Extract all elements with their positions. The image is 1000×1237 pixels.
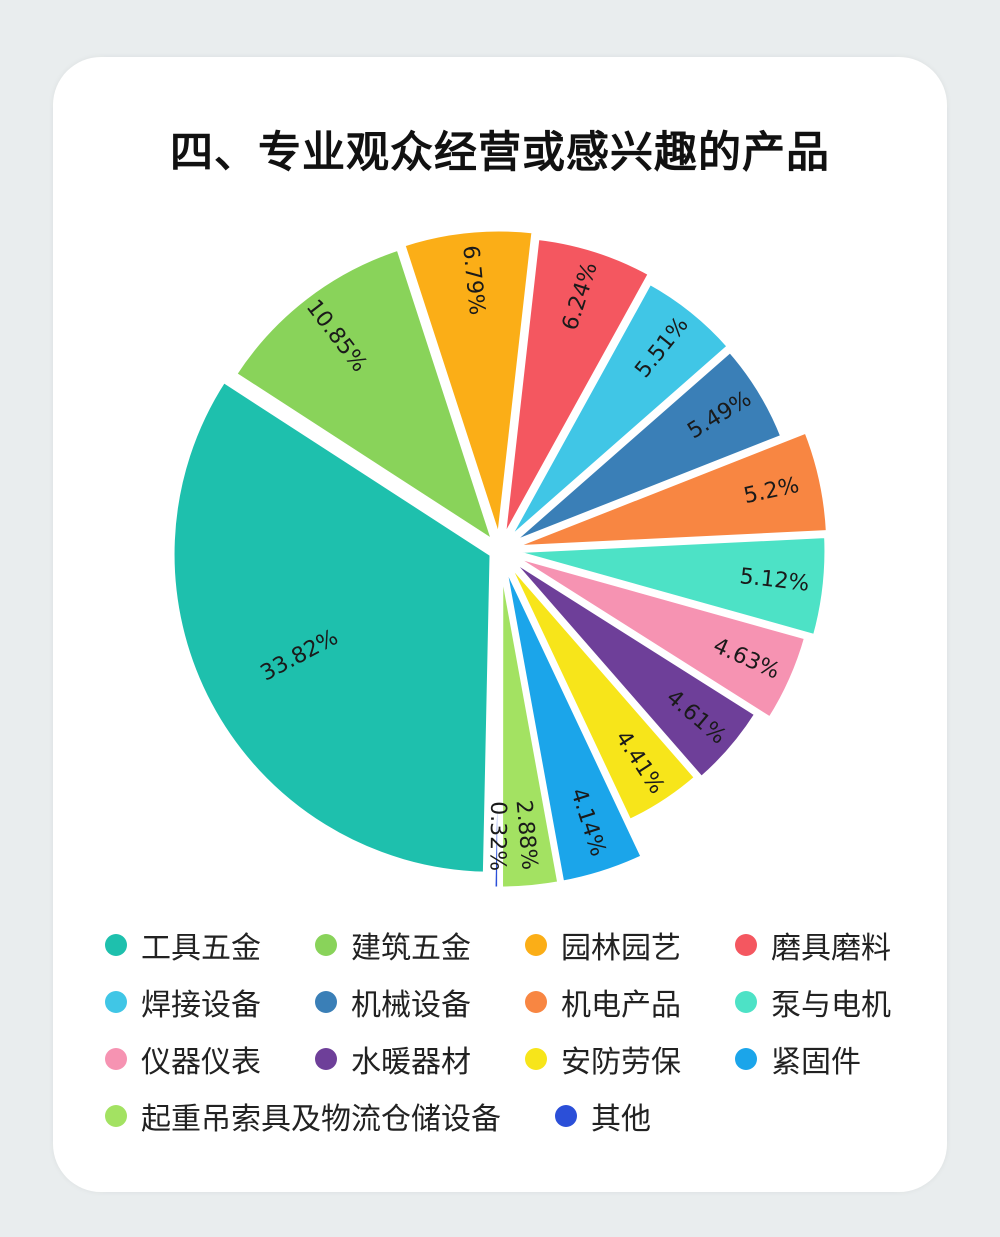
pie-label-13: 2.88% — [511, 799, 542, 871]
legend-label: 机械设备 — [351, 988, 471, 1023]
legend-color-dot — [735, 934, 757, 956]
legend-item: 泵与电机 — [735, 982, 891, 1023]
legend-item: 焊接设备 — [105, 982, 261, 1023]
legend-label: 安防劳保 — [561, 1045, 681, 1080]
legend-label: 其他 — [591, 1102, 651, 1137]
legend-color-dot — [735, 1048, 757, 1070]
legend-color-dot — [525, 934, 547, 956]
legend-color-dot — [525, 991, 547, 1013]
legend-color-dot — [105, 1105, 127, 1127]
pie-slice-4 — [500, 234, 654, 544]
chart-title: 四、专业观众经营或感兴趣的产品 — [170, 128, 830, 178]
legend-label: 起重吊索具及物流仓储设备 — [141, 1102, 501, 1137]
legend-color-dot — [315, 991, 337, 1013]
legend-item: 安防劳保 — [525, 1039, 681, 1080]
legend-item: 磨具磨料 — [735, 925, 891, 966]
legend-label: 水暖器材 — [351, 1045, 471, 1080]
pie-slice-3 — [400, 226, 537, 544]
legend-color-dot — [105, 991, 127, 1013]
pie-slice-14 — [490, 556, 503, 892]
legend-item: 起重吊索具及物流仓储设备 — [105, 1096, 501, 1137]
pie-slice-7 — [506, 428, 831, 551]
legend-label: 焊接设备 — [141, 988, 261, 1023]
legend-label: 磨具磨料 — [771, 931, 891, 966]
pie-chart: 33.82%10.85%6.79% 6.24%5.51%5.49%5.2%5.12… — [169, 226, 831, 892]
legend-color-dot — [555, 1105, 577, 1127]
legend-item: 机械设备 — [315, 982, 471, 1023]
legend-item: 水暖器材 — [315, 1039, 471, 1080]
legend-color-dot — [315, 934, 337, 956]
pie-slice-2 — [231, 245, 498, 546]
legend-label: 泵与电机 — [771, 988, 891, 1023]
legend-item: 建筑五金 — [315, 925, 471, 966]
legend-item: 机电产品 — [525, 982, 681, 1023]
legend-color-dot — [525, 1048, 547, 1070]
legend-item: 紧固件 — [735, 1039, 861, 1080]
pie-label-14: 0.32% — [485, 801, 511, 871]
legend-color-dot — [105, 1048, 127, 1070]
legend-label: 建筑五金 — [351, 931, 471, 966]
legend-item: 工具五金 — [105, 925, 261, 966]
pie-slice-1 — [169, 377, 495, 877]
pie-slice-6 — [505, 347, 786, 548]
pie-slice-5 — [503, 279, 733, 546]
pie-slice-10 — [504, 553, 760, 782]
legend-label: 园林园艺 — [561, 931, 681, 966]
legend-color-dot — [315, 1048, 337, 1070]
legend-label: 紧固件 — [771, 1045, 861, 1080]
legend-label: 工具五金 — [141, 931, 261, 966]
chart-legend: 工具五金 建筑五金 园林园艺 磨具磨料焊接设备 机械设备 机电产品 泵与电机仪器仪表 水暖器材… — [105, 925, 945, 1165]
legend-item: 仪器仪表 — [105, 1039, 261, 1080]
legend-item: 园林园艺 — [525, 925, 681, 966]
pie-slice-9 — [505, 551, 810, 722]
legend-item: 其他 — [555, 1096, 651, 1137]
legend-label: 机电产品 — [561, 988, 681, 1023]
legend-color-dot — [105, 934, 127, 956]
legend-label: 仪器仪表 — [141, 1045, 261, 1080]
pie-slice-8 — [506, 533, 830, 640]
legend-color-dot — [735, 991, 757, 1013]
